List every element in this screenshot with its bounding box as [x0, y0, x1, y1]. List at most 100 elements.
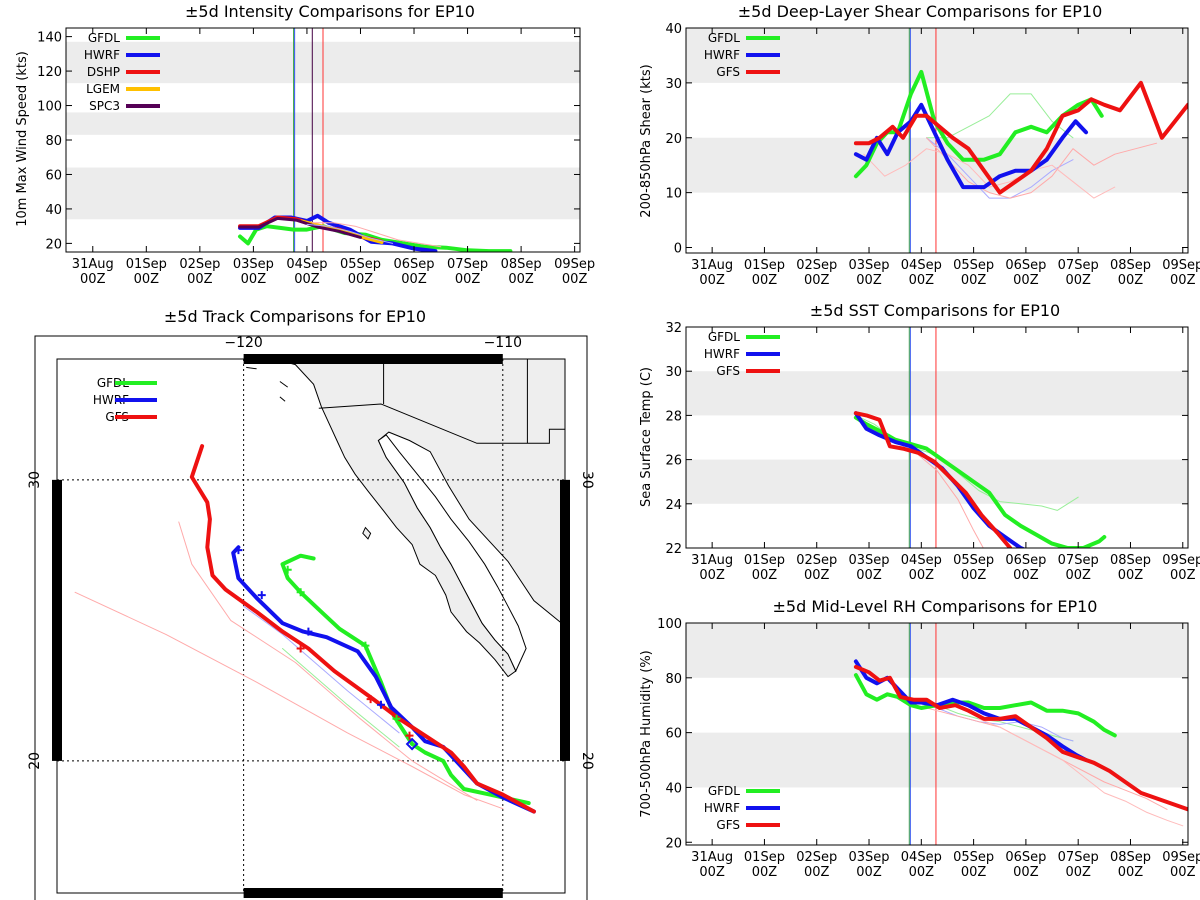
rh-xtick-date: 31Aug — [691, 850, 733, 865]
track-marker — [405, 731, 414, 740]
map-lat-label-left: 20 — [27, 752, 43, 770]
rh-ytick-label: 80 — [665, 672, 682, 687]
intensity-xtick-hour: 00Z — [294, 272, 320, 287]
map-frame-bar-right — [560, 479, 570, 761]
shear-ytick-label: 0 — [674, 242, 682, 257]
sst-legend-label-gfs: GFS — [716, 364, 740, 378]
shear-xtick-hour: 00Z — [909, 273, 935, 288]
shear-xtick-date: 03Sep — [848, 258, 889, 273]
rh-ytick-label: 100 — [657, 617, 682, 632]
rh-legend-label-gfdl: GFDL — [708, 784, 740, 798]
sst-ylabel: Sea Surface Temp (C) — [639, 367, 654, 507]
intensity-plot-area — [238, 28, 513, 252]
rh-series-gfs-prev2 — [978, 718, 1184, 827]
map-island-2 — [246, 366, 257, 370]
intensity-title: ±5d Intensity Comparisons for EP10 — [185, 2, 475, 21]
shear-plot-area — [853, 28, 1188, 253]
track-gfs — [189, 444, 536, 814]
rh-xtick-date: 05Sep — [953, 850, 994, 865]
shear-xtick-hour: 00Z — [1013, 273, 1039, 288]
shear-xtick-date: 04Sep — [901, 258, 942, 273]
sst-xtick-date: 07Sep — [1058, 553, 1099, 568]
shear-xtick-hour: 00Z — [752, 273, 778, 288]
intensity-xtick-date: 09Sep — [554, 257, 595, 272]
track-marker — [366, 695, 375, 704]
map-land — [246, 359, 565, 678]
shear-xtick-hour: 00Z — [1065, 273, 1091, 288]
rh-xtick-date: 07Sep — [1058, 850, 1099, 865]
intensity-xtick-hour: 00Z — [80, 272, 106, 287]
shear-series-gfs-prev1 — [926, 137, 1158, 199]
rh-xtick-date: 06Sep — [1005, 850, 1046, 865]
intensity-xtick-hour: 00Z — [508, 272, 534, 287]
shear-legend-label-hwrf: HWRF — [704, 48, 740, 62]
rh-series-hwrf-prev — [915, 702, 1074, 742]
map-legend-label-hwrf: HWRF — [93, 393, 129, 407]
rh-xtick-hour: 00Z — [1065, 865, 1091, 880]
sst-xtick-date: 04Sep — [901, 553, 942, 568]
rh-xtick-hour: 00Z — [961, 865, 987, 880]
rh-plot-area — [853, 623, 1188, 845]
sst-xtick-date: 31Aug — [691, 553, 733, 568]
intensity-series-hwrf-prev — [306, 223, 394, 244]
intensity-ytick-label: 100 — [37, 100, 62, 115]
intensity-xtick-hour: 00Z — [348, 272, 374, 287]
sst-ytick-label: 26 — [665, 454, 682, 469]
rh-title: ±5d Mid-Level RH Comparisons for EP10 — [773, 597, 1098, 616]
map-frame-bar-bottom — [243, 888, 503, 898]
intensity-xtick-date: 05Sep — [340, 257, 381, 272]
map-border-us-mexico — [318, 403, 565, 444]
rh-chart: ±5d Mid-Level RH Comparisons for EP10 70… — [639, 597, 1200, 880]
sst-xtick-hour: 00Z — [699, 568, 725, 583]
sst-ytick-label: 24 — [665, 498, 682, 513]
track-marker — [376, 700, 385, 709]
shear-xtick-date: 05Sep — [953, 258, 994, 273]
shear-axes-frame — [685, 27, 1189, 254]
rh-xtick-date: 08Sep — [1110, 850, 1151, 865]
rh-ytick-label: 60 — [665, 727, 682, 742]
sst-legend-label-hwrf: HWRF — [704, 347, 740, 361]
sst-xtick-hour: 00Z — [1065, 568, 1091, 583]
map-lat-label-right: 30 — [579, 471, 595, 489]
sst-xtick-date: 09Sep — [1162, 553, 1200, 568]
sst-xtick-hour: 00Z — [1118, 568, 1144, 583]
sst-xtick-date: 01Sep — [744, 553, 785, 568]
rh-xtick-hour: 00Z — [1013, 865, 1039, 880]
intensity-legend-label-gfdl: GFDL — [88, 31, 120, 45]
intensity-legend-label-lgem: LGEM — [86, 82, 120, 96]
sst-ytick-label: 32 — [665, 321, 682, 336]
intensity-xtick-hour: 00Z — [562, 272, 588, 287]
track-marker — [234, 546, 243, 555]
shear-series-hwrf — [853, 102, 1088, 190]
shear-xtick-date: 31Aug — [691, 258, 733, 273]
intensity-xtick-date: 01Sep — [126, 257, 167, 272]
map-island — [279, 381, 288, 388]
map-legend-label-gfdl: GFDL — [97, 376, 129, 390]
shear-xtick-hour: 00Z — [1170, 273, 1196, 288]
sst-xtick-date: 03Sep — [848, 553, 889, 568]
map-island-4 — [362, 526, 372, 540]
track-marker — [392, 714, 401, 723]
sst-xtick-hour: 00Z — [1013, 568, 1039, 583]
shear-xtick-date: 06Sep — [1005, 258, 1046, 273]
intensity-ylabel: 10m Max Wind Speed (kts) — [15, 51, 30, 227]
intensity-legend-label-spc3: SPC3 — [89, 99, 120, 113]
map-gulf-of-california — [377, 434, 527, 673]
sst-xtick-hour: 00Z — [752, 568, 778, 583]
sst-ytick-label: 22 — [665, 542, 682, 557]
intensity-ytick-label: 120 — [37, 65, 62, 80]
map-lon-label-top: −120 — [224, 335, 262, 351]
intensity-ytick-label: 80 — [45, 134, 62, 149]
map-tracks — [74, 444, 536, 814]
track-gfs-prev1 — [74, 591, 504, 810]
shear-xtick-date: 02Sep — [796, 258, 837, 273]
sst-xtick-date: 02Sep — [796, 553, 837, 568]
track-gfdl-prev — [282, 648, 400, 748]
track-title: ±5d Track Comparisons for EP10 — [164, 307, 426, 326]
track-hwrf-prev — [243, 605, 400, 734]
track-gfs-prev2 — [178, 521, 478, 801]
sst-title: ±5d SST Comparisons for EP10 — [810, 301, 1060, 320]
intensity-legend-label-hwrf: HWRF — [84, 48, 120, 62]
rh-xtick-hour: 00Z — [804, 865, 830, 880]
